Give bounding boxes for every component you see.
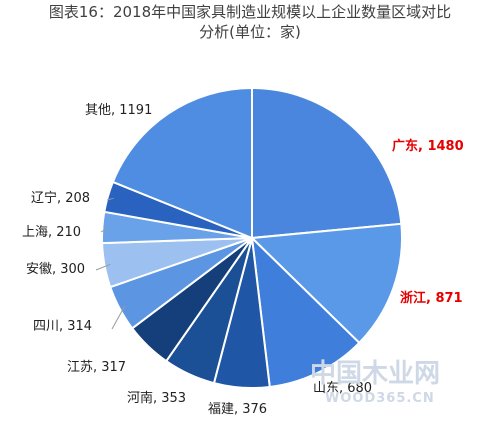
pie-leader-lines: [95, 197, 126, 330]
chart-title-line-2: 分析(单位：家): [199, 23, 301, 41]
watermark-text: 中国木业网: [310, 359, 440, 389]
pie-labels: 广东, 1480 浙江, 871 山东, 680 福建, 376 河南, 353江苏, …: [22, 103, 464, 417]
data-label-9: 上海, 210: [22, 225, 81, 240]
chart-title-line-1: 图表16：2018年中国家具制造业规模以上企业数量区域对比: [48, 3, 452, 21]
pie-slice-2: [249, 222, 403, 345]
leader-line-10: [106, 197, 114, 201]
leader-line-9: [100, 227, 109, 233]
chart-title: 图表16：2018年中国家具制造业规模以上企业数量区域对比 分析(单位：家): [0, 2, 500, 42]
pie-slice-1: [251, 86, 403, 240]
data-label-1: 广东, 1480: [392, 138, 464, 154]
leader-line-7: [111, 305, 126, 330]
data-label-3: 山东, 680: [313, 381, 372, 396]
watermark: 中国木业网 WOOD365.CN: [310, 359, 440, 406]
pie-slice-11: [111, 86, 253, 240]
data-label-10: 辽宁, 208: [31, 190, 90, 206]
data-label-7: 四川, 314: [33, 319, 92, 334]
pie-slices: [101, 86, 403, 389]
data-label-11: 其他, 1191: [85, 103, 152, 118]
data-label-8: 安徽, 300: [26, 262, 85, 277]
watermark-subtext: WOOD365.CN: [325, 391, 435, 406]
data-label-4: 福建, 376: [208, 402, 267, 417]
data-label-6: 江苏, 317: [67, 359, 126, 375]
data-label-5: 河南, 353: [127, 390, 186, 406]
leader-line-8: [95, 263, 111, 271]
data-label-2: 浙江, 871: [400, 290, 463, 306]
pie-slice-3: [250, 235, 361, 389]
